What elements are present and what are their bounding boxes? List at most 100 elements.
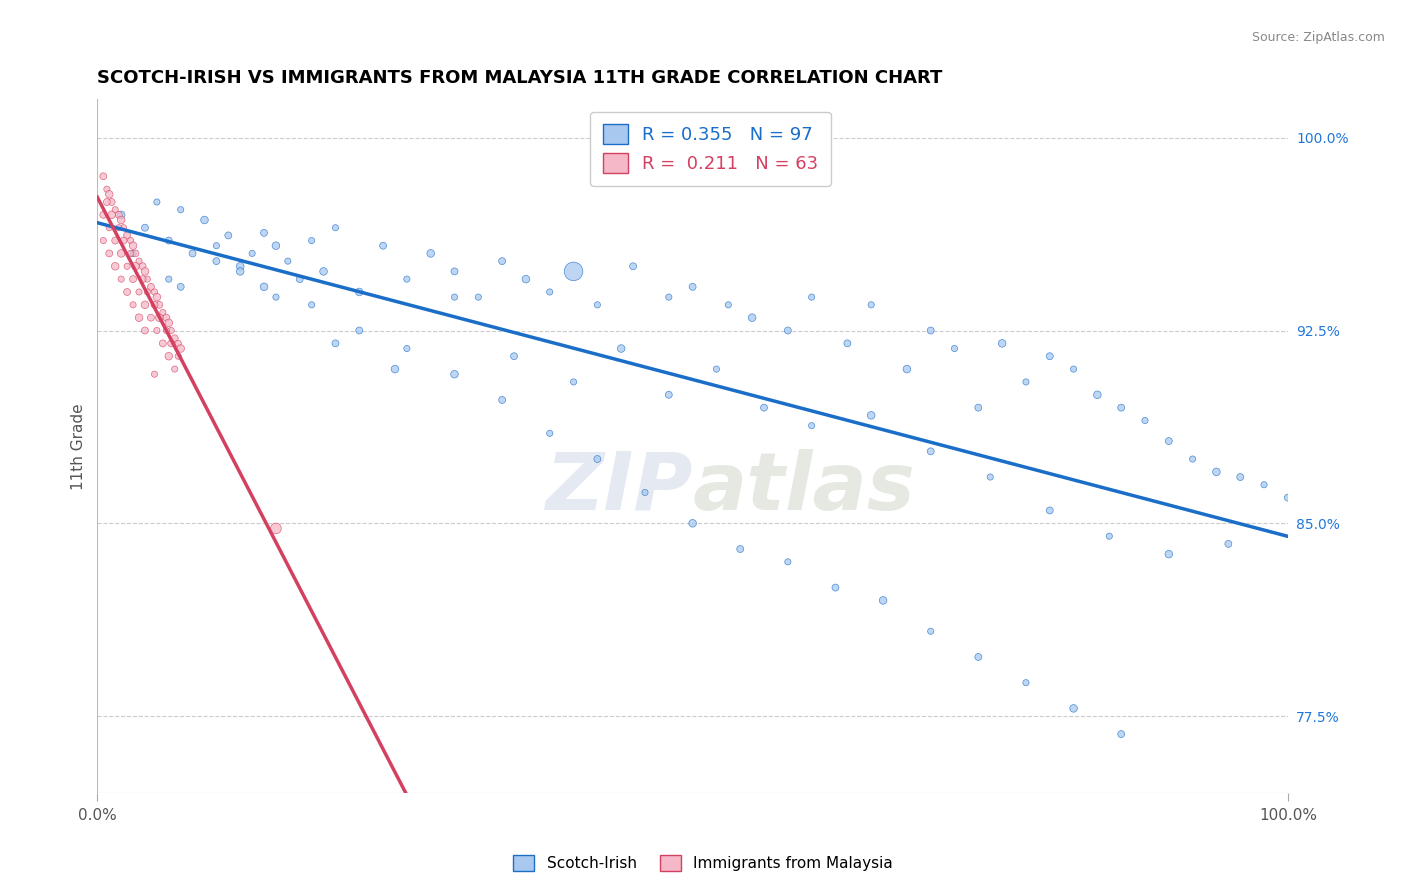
Point: [143, 285, 166, 299]
Point: [443, 290, 465, 304]
Legend: Scotch-Irish, Immigrants from Malaysia: Scotch-Irish, Immigrants from Malaysia: [508, 849, 898, 877]
Point: [91, 169, 114, 184]
Point: [167, 349, 190, 363]
Point: [824, 581, 846, 595]
Point: [349, 324, 371, 338]
Point: [288, 272, 311, 286]
Point: [160, 336, 183, 351]
Point: [148, 310, 170, 325]
Point: [312, 264, 335, 278]
Point: [143, 298, 166, 312]
Point: [122, 272, 145, 286]
Point: [120, 246, 142, 260]
Point: [139, 280, 162, 294]
Point: [115, 228, 138, 243]
Point: [800, 290, 823, 304]
Point: [112, 234, 135, 248]
Point: [943, 342, 966, 356]
Point: [96, 182, 118, 196]
Point: [170, 202, 193, 217]
Point: [728, 541, 751, 556]
Point: [325, 336, 347, 351]
Point: [110, 213, 132, 227]
Text: Source: ZipAtlas.com: Source: ZipAtlas.com: [1251, 31, 1385, 45]
Point: [610, 342, 633, 356]
Point: [136, 272, 159, 286]
Point: [1098, 529, 1121, 543]
Point: [122, 238, 145, 252]
Point: [131, 272, 153, 286]
Point: [148, 298, 170, 312]
Point: [128, 254, 150, 268]
Point: [682, 280, 704, 294]
Point: [837, 336, 859, 351]
Point: [122, 298, 145, 312]
Point: [264, 238, 287, 252]
Point: [163, 331, 186, 345]
Point: [146, 290, 169, 304]
Point: [860, 298, 883, 312]
Point: [1015, 675, 1038, 690]
Point: [301, 234, 323, 248]
Point: [800, 418, 823, 433]
Point: [1085, 388, 1108, 402]
Point: [96, 194, 118, 209]
Point: [181, 246, 204, 260]
Point: [110, 272, 132, 286]
Point: [112, 220, 135, 235]
Point: [134, 298, 156, 312]
Point: [155, 310, 177, 325]
Point: [157, 349, 180, 363]
Point: [443, 264, 465, 278]
Legend: R = 0.355   N = 97, R =  0.211   N = 63: R = 0.355 N = 97, R = 0.211 N = 63: [591, 112, 831, 186]
Point: [253, 226, 276, 240]
Point: [107, 220, 129, 235]
Point: [160, 324, 183, 338]
Point: [107, 208, 129, 222]
Point: [100, 194, 122, 209]
Point: [491, 254, 513, 268]
Point: [325, 220, 347, 235]
Point: [967, 650, 990, 665]
Point: [395, 272, 418, 286]
Point: [229, 264, 252, 278]
Point: [1109, 401, 1132, 415]
Point: [1253, 477, 1275, 491]
Point: [205, 254, 228, 268]
Point: [139, 310, 162, 325]
Point: [134, 264, 156, 278]
Point: [136, 285, 159, 299]
Text: ZIP: ZIP: [546, 449, 693, 527]
Point: [920, 324, 942, 338]
Point: [1181, 452, 1204, 467]
Point: [104, 260, 127, 274]
Point: [91, 208, 114, 222]
Point: [128, 310, 150, 325]
Point: [170, 342, 193, 356]
Point: [91, 234, 114, 248]
Point: [134, 324, 156, 338]
Point: [104, 234, 127, 248]
Point: [1039, 349, 1062, 363]
Point: [122, 246, 145, 260]
Point: [503, 349, 526, 363]
Point: [146, 324, 169, 338]
Point: [776, 324, 799, 338]
Point: [167, 336, 190, 351]
Point: [586, 452, 609, 467]
Point: [104, 202, 127, 217]
Point: [1205, 465, 1227, 479]
Point: [872, 593, 894, 607]
Point: [229, 260, 252, 274]
Y-axis label: 11th Grade: 11th Grade: [72, 403, 86, 490]
Point: [155, 324, 177, 338]
Text: SCOTCH-IRISH VS IMMIGRANTS FROM MALAYSIA 11TH GRADE CORRELATION CHART: SCOTCH-IRISH VS IMMIGRANTS FROM MALAYSIA…: [97, 69, 943, 87]
Point: [562, 375, 585, 389]
Point: [706, 362, 728, 376]
Point: [1229, 470, 1251, 484]
Point: [264, 521, 287, 535]
Point: [979, 470, 1001, 484]
Point: [98, 220, 121, 235]
Point: [741, 310, 763, 325]
Point: [920, 624, 942, 639]
